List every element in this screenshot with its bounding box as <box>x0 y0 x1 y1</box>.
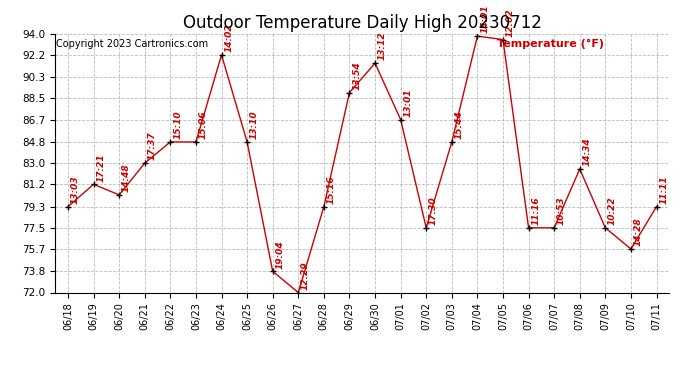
Text: 14:48: 14:48 <box>122 164 131 192</box>
Text: 13:12: 13:12 <box>378 32 387 60</box>
Text: 19:04: 19:04 <box>275 240 284 268</box>
Text: 17:21: 17:21 <box>97 153 106 182</box>
Title: Outdoor Temperature Daily High 20230712: Outdoor Temperature Daily High 20230712 <box>183 14 542 32</box>
Text: 12:29: 12:29 <box>301 261 310 290</box>
Text: 17:37: 17:37 <box>148 132 157 160</box>
Text: 11:16: 11:16 <box>531 196 540 225</box>
Text: 12:02: 12:02 <box>506 8 515 37</box>
Text: 15:44: 15:44 <box>455 111 464 139</box>
Text: 17:30: 17:30 <box>429 196 438 225</box>
Text: 10:53: 10:53 <box>557 196 566 225</box>
Text: Temperature (°F): Temperature (°F) <box>497 39 604 49</box>
Text: 13:01: 13:01 <box>404 88 413 117</box>
Text: 13:54: 13:54 <box>352 61 362 90</box>
Text: 14:02: 14:02 <box>224 24 233 52</box>
Text: 13:10: 13:10 <box>250 111 259 139</box>
Text: 14:28: 14:28 <box>633 217 642 246</box>
Text: Copyright 2023 Cartronics.com: Copyright 2023 Cartronics.com <box>56 39 208 49</box>
Text: 15:06: 15:06 <box>199 111 208 139</box>
Text: 11:11: 11:11 <box>659 175 669 204</box>
Text: 15:10: 15:10 <box>173 111 182 139</box>
Text: 14:34: 14:34 <box>582 138 591 166</box>
Text: 14:01: 14:01 <box>480 5 489 33</box>
Text: 10:22: 10:22 <box>608 196 617 225</box>
Text: 15:16: 15:16 <box>326 175 335 204</box>
Text: 13:03: 13:03 <box>71 175 80 204</box>
